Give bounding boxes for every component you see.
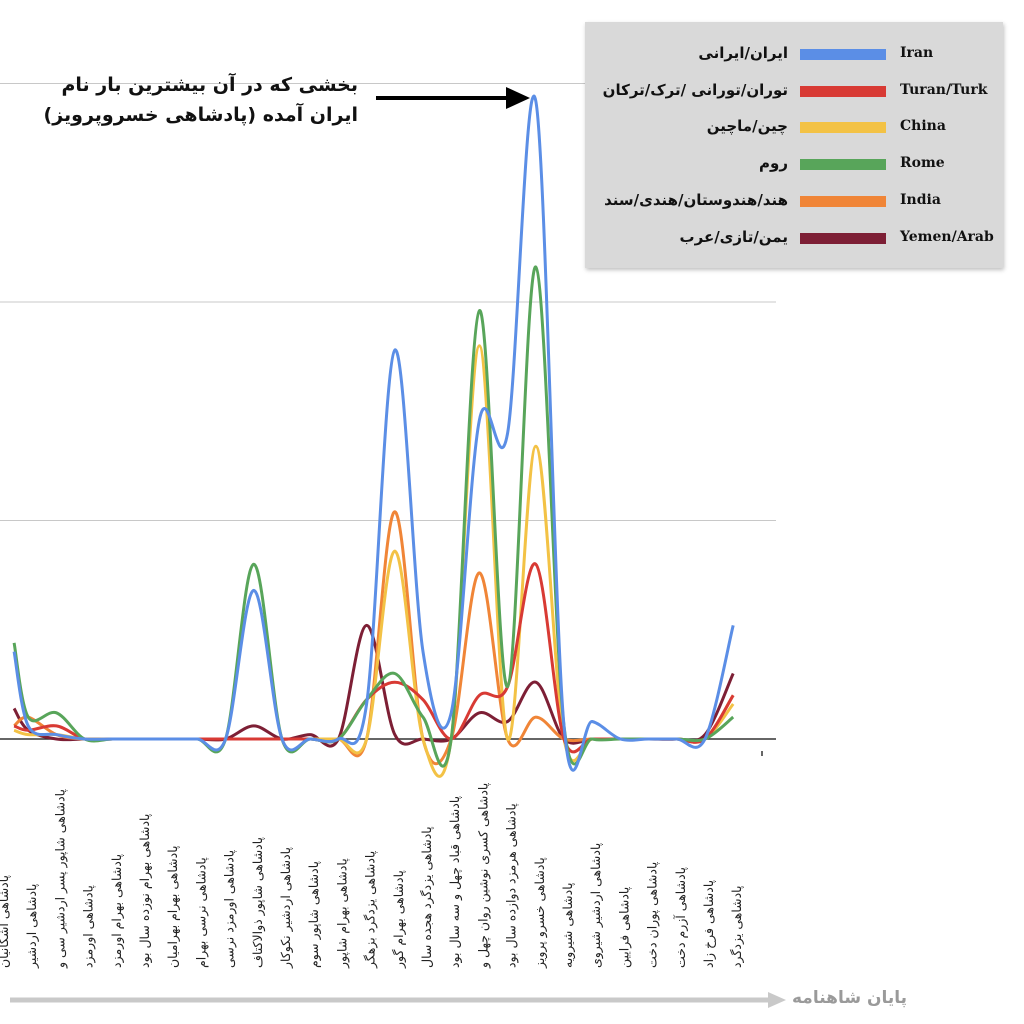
annotation-text: بخشی که در آن بیشترین بار نام ایران آمده…: [40, 70, 358, 130]
x-tick-label: پادشاهی بهرام بهرامیان: [165, 845, 181, 968]
x-tick-label: پادشاهی یزدگرد: [729, 885, 745, 968]
legend-item-china: چین/ماچین China: [585, 113, 1003, 143]
legend-label-fa: ایران/ایرانی: [698, 44, 788, 62]
x-tick-label: پادشاهی فرایین: [616, 886, 632, 968]
x-tick-label: پادشاهی آزرم دخت: [673, 867, 689, 968]
x-tick-label: پادشاهی بهرام شاپور: [334, 858, 350, 969]
legend-label-en: Rome: [900, 155, 945, 172]
legend-swatch: [800, 232, 886, 244]
x-tick-label: پادشاهی شاپور ذوالاکتاف: [250, 836, 266, 968]
x-tick-label: پادشاهی اشکانیان: [0, 874, 11, 968]
legend-item-iran: ایران/ایرانی Iran: [585, 40, 1003, 70]
x-tick-label: پادشاهی پوران دخت: [645, 861, 661, 968]
x-tick-label: پادشاهی اردشیر نکوکار: [278, 847, 294, 969]
legend-item-turan-turk: توران/تورانی /ترک/ترکان Turan/Turk: [585, 77, 1003, 107]
series-line-iran: [12, 95, 735, 772]
x-tick-label: پادشاهی شاپور سوم: [306, 860, 322, 968]
legend-label-fa: هند/هندوستان/هندی/سند: [604, 190, 788, 209]
legend-label-fa: چین/ماچین: [706, 117, 788, 136]
x-tick-label: پادشاهی بهرام نوزده سال بود: [137, 813, 153, 968]
x-tick-label: پادشاهی بهرام اورمزد: [109, 853, 125, 968]
bottom-axis-arrow: [10, 992, 786, 1008]
legend-label-fa: روم: [759, 154, 788, 173]
x-tick-label: پادشاهی شیرویه: [560, 882, 576, 968]
legend-label-en: Iran: [900, 45, 934, 61]
legend-swatch: [800, 195, 886, 207]
legend-label-en: Turan/Turk: [900, 81, 988, 98]
x-tick-label: پادشاهی اورمزد: [81, 885, 97, 968]
x-tick-label: پادشاهی یزدگرد بزهگر: [363, 850, 379, 969]
x-tick-label: پادشاهی یزدگرد هجده سال: [419, 826, 435, 968]
legend-label-fa: توران/تورانی /ترک/ترکان: [602, 80, 788, 99]
annotation-arrow: [376, 87, 530, 109]
legend-label-en: China: [900, 118, 946, 135]
x-tick-label: پادشاهی اورمزد نرسی: [222, 849, 238, 968]
x-tick-labels: پادشاهی اشکانیان پادشاهی اردشیر پادشاهی شا…: [0, 782, 745, 969]
x-tick-label: پادشاهی شاپور پسر اردشیر سی و: [52, 789, 68, 969]
x-tick-label: پادشاهی اردشیر: [24, 883, 40, 969]
legend: ایران/ایرانی Iran توران/تورانی /ترک/ترکان T…: [585, 22, 1003, 268]
legend-swatch: [800, 49, 886, 60]
x-tick-label: پادشاهی کسری نوشین روان چهل و: [475, 782, 491, 969]
x-tick-label: پادشاهی نرسی بهرام: [193, 857, 209, 968]
series-line-china: [13, 344, 735, 778]
legend-label-en: Yemen/Arab: [900, 228, 994, 245]
x-tick-label: پادشاهی خسرو پرویز: [532, 857, 548, 969]
legend-item-rome: روم Rome: [585, 150, 1003, 180]
x-axis-caption: پایان شاهنامه: [792, 988, 908, 1008]
legend-item-yemen-arab: یمن/تازی/عرب Yemen/Arab: [585, 224, 1003, 254]
x-tick-label: پادشاهی هرمزد دوازده سال بود: [504, 803, 520, 968]
series-line-turan-turk: [13, 562, 735, 754]
x-tick-label: پادشاهی بهرام گور: [391, 870, 407, 969]
legend-label-en: India: [900, 191, 941, 208]
legend-swatch: [800, 85, 886, 97]
annotation-line-2: ایران آمده (پادشاهی خسروپرویز): [43, 104, 358, 126]
series-lines: [12, 95, 735, 778]
legend-swatch: [800, 159, 886, 171]
legend-swatch: [800, 122, 886, 134]
x-tick-label: پادشاهی قباد چهل و سه سال بود: [447, 795, 463, 968]
series-line-rome: [12, 265, 735, 768]
legend-label-fa: یمن/تازی/عرب: [679, 227, 788, 246]
legend-item-india: هند/هندوستان/هندی/سند India: [585, 187, 1003, 217]
x-tick-label: پادشاهی اردشیر شیروی: [588, 842, 604, 968]
annotation-line-1: بخشی که در آن بیشترین بار نام: [61, 74, 359, 96]
x-tick-label: پادشاهی فرخ زاد: [701, 879, 717, 968]
